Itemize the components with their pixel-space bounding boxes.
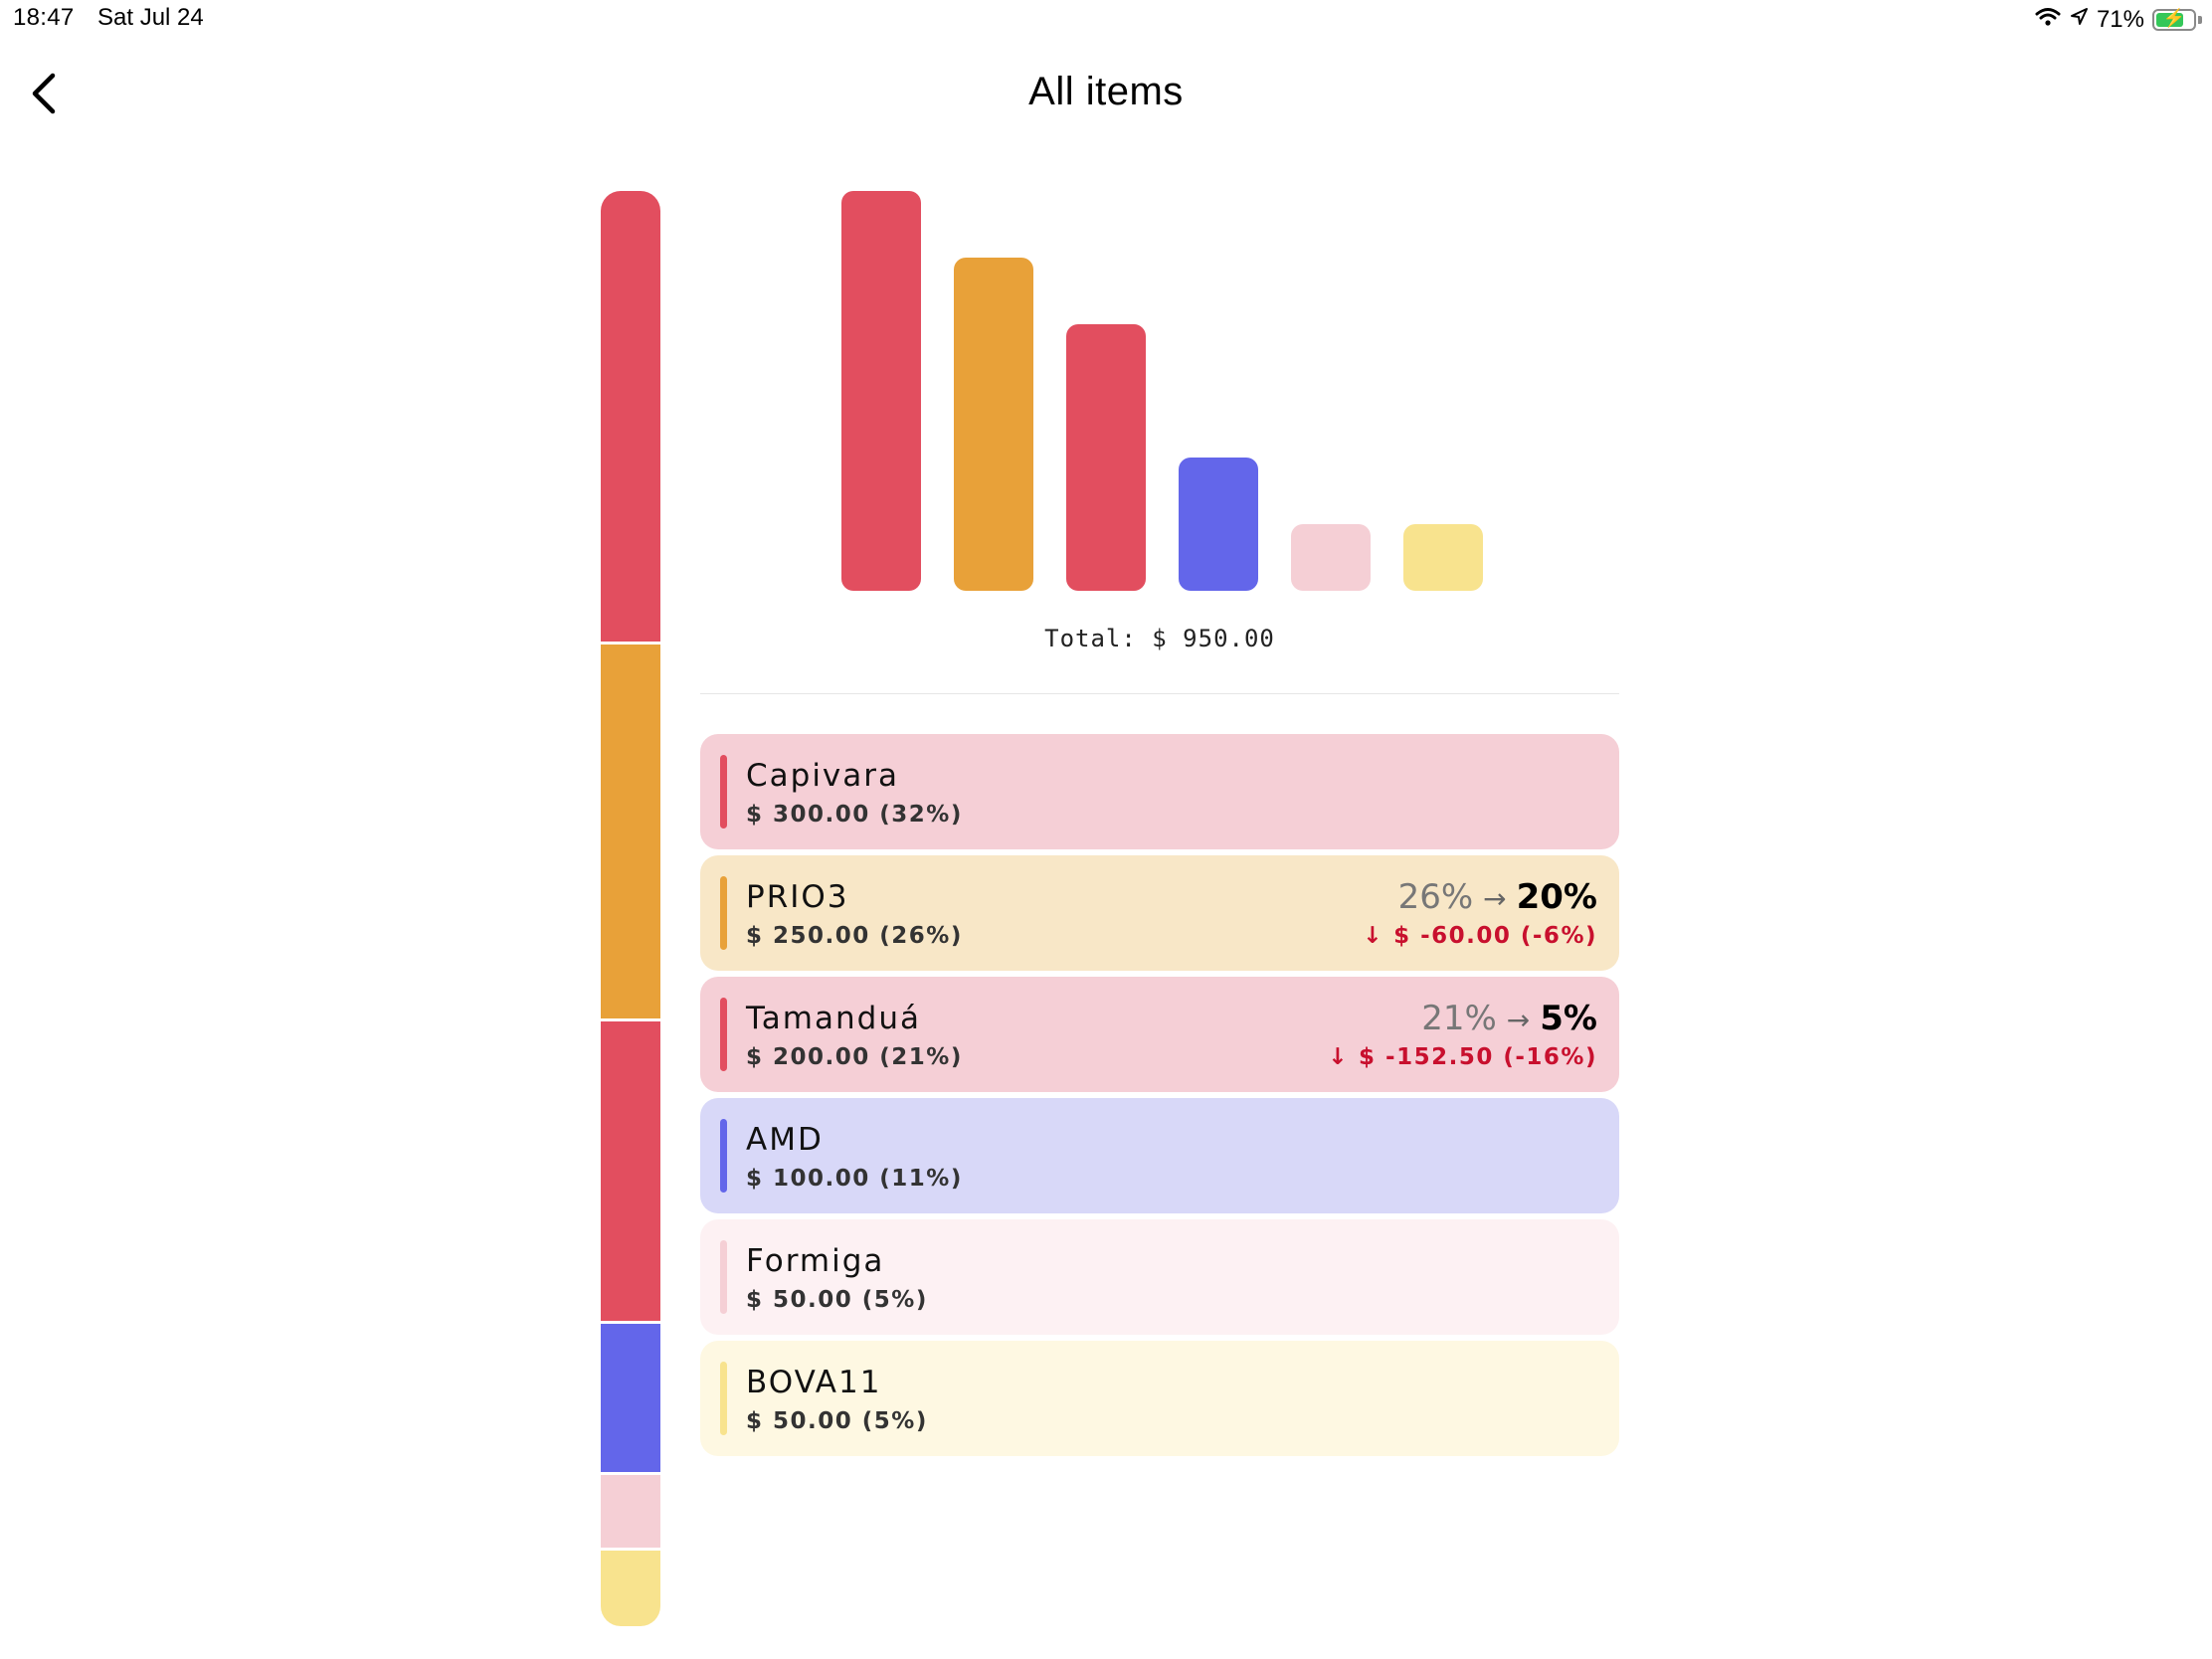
allocation-to: 5% [1540, 999, 1597, 1038]
column-chart [841, 191, 1483, 591]
list-item[interactable]: PRIO3 $ 250.00 (26%) 26% → 20% ↓ $ -60.00 (-6%… [700, 855, 1619, 971]
divider [700, 693, 1619, 694]
item-value: $ 250.00 (26%) [746, 923, 963, 949]
bar-amd [1179, 458, 1258, 591]
total-label: Total: $ 950.00 [1044, 625, 1275, 652]
allocation-to: 20% [1516, 877, 1597, 917]
page-title: All items [1028, 70, 1184, 113]
item-color-indicator [720, 1362, 727, 1435]
item-name: Formiga [746, 1243, 885, 1279]
item-value: $ 300.00 (32%) [746, 802, 963, 828]
value-delta: ↓ $ -152.50 (-16%) [1328, 1044, 1597, 1070]
allocation-from: 21% [1421, 999, 1497, 1038]
wifi-icon [2035, 6, 2061, 34]
battery-icon: ⚡ [2152, 8, 2196, 31]
status-date: Sat Jul 24 [97, 4, 204, 31]
allocation-from: 26% [1397, 877, 1474, 917]
list-item[interactable]: AMD $ 100.00 (11%) [700, 1098, 1619, 1213]
delta-amount: $ -60.00 (-6%) [1393, 923, 1597, 949]
item-value: $ 50.00 (5%) [746, 1408, 928, 1434]
item-name: Capivara [746, 758, 900, 794]
item-color-indicator [720, 998, 727, 1071]
status-bar: 18:47 Sat Jul 24 71% ⚡ [0, 0, 2212, 40]
stacked-proportion-bar [601, 191, 660, 1626]
item-color-indicator [720, 1119, 727, 1193]
item-name: BOVA11 [746, 1365, 882, 1400]
arrow-right-icon: → [1483, 882, 1507, 915]
stack-segment-amd [601, 1324, 660, 1476]
status-indicators: 71% ⚡ [2035, 4, 2202, 36]
battery-percentage: 71% [2096, 6, 2144, 33]
status-time: 18:47 [13, 4, 75, 31]
items-list: Capivara $ 300.00 (32%) PRIO3 $ 250.00 (26%… [700, 734, 1619, 1462]
bar-bova11 [1403, 524, 1483, 591]
allocation-change: 21% → 5% [1421, 999, 1597, 1038]
item-color-indicator [720, 876, 727, 950]
arrow-right-icon: → [1506, 1004, 1531, 1036]
item-name: AMD [746, 1122, 824, 1158]
item-color-indicator [720, 1240, 727, 1314]
bar-prio3 [954, 258, 1033, 591]
bar-tamanduá [1066, 324, 1146, 591]
list-item[interactable]: Capivara $ 300.00 (32%) [700, 734, 1619, 849]
item-name: Tamanduá [746, 1001, 921, 1036]
item-value: $ 200.00 (21%) [746, 1044, 963, 1070]
stack-segment-capivara [601, 191, 660, 645]
delta-amount: $ -152.50 (-16%) [1359, 1044, 1597, 1070]
bar-formiga [1291, 524, 1371, 591]
chevron-left-icon [32, 73, 56, 114]
stack-segment-formiga [601, 1475, 660, 1552]
item-name: PRIO3 [746, 879, 849, 915]
stack-segment-tamanduá [601, 1021, 660, 1325]
battery-tip [2198, 16, 2202, 24]
item-value: $ 100.00 (11%) [746, 1166, 963, 1192]
list-item[interactable]: Tamanduá $ 200.00 (21%) 21% → 5% ↓ $ -152.50 (… [700, 977, 1619, 1092]
allocation-change: 26% → 20% [1398, 877, 1597, 917]
arrow-down-icon: ↓ [1363, 923, 1384, 949]
value-delta: ↓ $ -60.00 (-6%) [1363, 923, 1597, 949]
list-item[interactable]: BOVA11 $ 50.00 (5%) [700, 1341, 1619, 1456]
bar-capivara [841, 191, 921, 591]
back-button[interactable] [26, 70, 66, 119]
item-color-indicator [720, 755, 727, 829]
arrow-down-icon: ↓ [1328, 1044, 1350, 1070]
stack-segment-prio3 [601, 644, 660, 1022]
location-arrow-icon [2069, 6, 2089, 34]
item-value: $ 50.00 (5%) [746, 1287, 928, 1313]
stack-segment-bova11 [601, 1551, 660, 1626]
list-item[interactable]: Formiga $ 50.00 (5%) [700, 1219, 1619, 1335]
